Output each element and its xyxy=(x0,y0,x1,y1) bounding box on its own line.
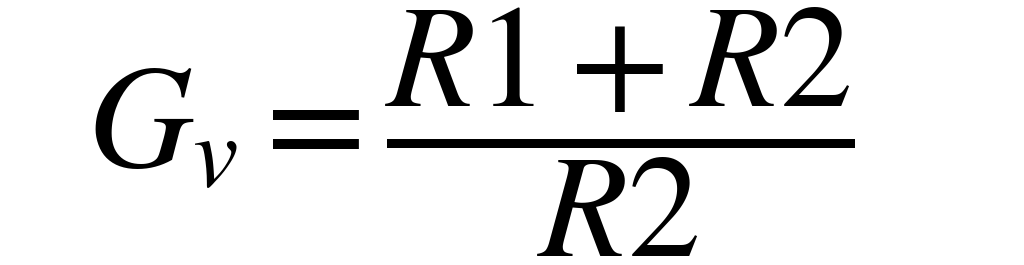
Text: $\mathit{G}_{\mathit{v}} = \dfrac{R1+R2}{R2}$: $\mathit{G}_{\mathit{v}} = \dfrac{R1+R2}… xyxy=(87,6,855,259)
